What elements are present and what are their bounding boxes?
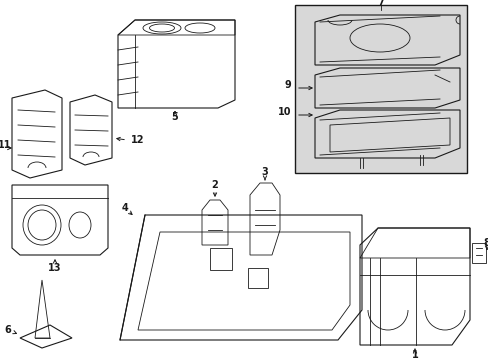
Bar <box>294 5 466 173</box>
Text: 9: 9 <box>284 80 291 90</box>
Text: 3: 3 <box>261 167 268 177</box>
Text: 6: 6 <box>4 325 11 335</box>
Bar <box>247 268 267 288</box>
Text: 1: 1 <box>411 350 418 360</box>
Text: 12: 12 <box>131 135 144 145</box>
Text: 7: 7 <box>377 0 384 8</box>
Text: 11: 11 <box>0 140 12 150</box>
Bar <box>209 248 231 270</box>
Text: 10: 10 <box>278 107 291 117</box>
Text: 13: 13 <box>48 263 61 273</box>
Text: 8: 8 <box>483 238 488 248</box>
Text: 4: 4 <box>122 203 128 213</box>
Text: 5: 5 <box>171 112 178 122</box>
Text: 2: 2 <box>211 180 218 190</box>
